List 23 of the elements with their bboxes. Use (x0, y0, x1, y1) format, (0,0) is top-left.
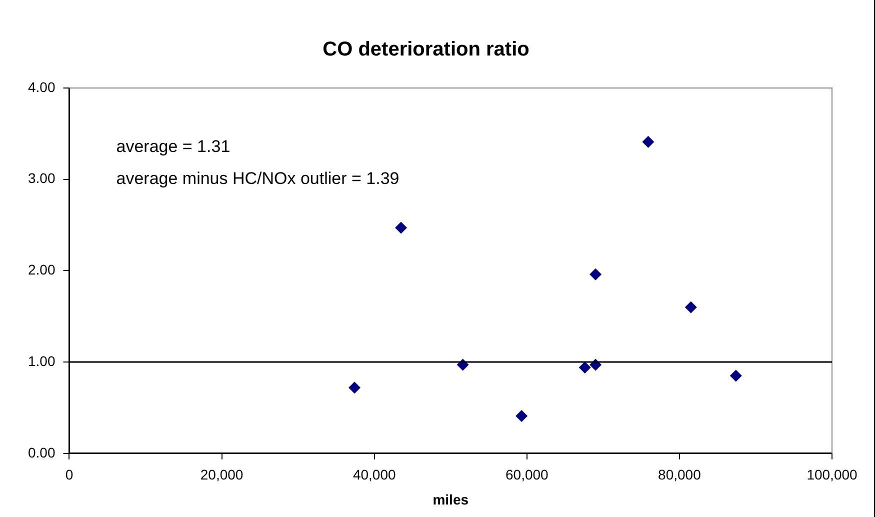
x-tick-label: 80,000 (658, 466, 702, 483)
x-axis-title: miles (432, 491, 469, 508)
y-tick-label: 0.00 (28, 444, 56, 460)
point (730, 370, 742, 382)
y-tick-label: 3.00 (28, 170, 56, 186)
y-tick-label: 1.00 (28, 352, 56, 369)
x-tick-label: 0 (65, 466, 74, 483)
point (684, 301, 697, 314)
y-tick-label: 4.00 (28, 78, 56, 95)
x-tick-label: 100,000 (806, 466, 858, 483)
point (642, 136, 654, 148)
point (395, 222, 408, 234)
point (516, 410, 528, 422)
annotation: average = 1.31 (116, 137, 230, 156)
point (578, 362, 591, 374)
y-tick-label: 2.00 (28, 262, 56, 278)
chart-title: CO deterioration ratio (322, 38, 530, 61)
point (348, 382, 361, 394)
x-tick-label: 40,000 (352, 466, 396, 483)
x-tick-label: 20,000 (200, 466, 244, 483)
x-tick-label: 60,000 (505, 466, 549, 483)
point (590, 268, 602, 280)
annotation: average minus HC/NOx outlier = 1.39 (116, 169, 400, 188)
